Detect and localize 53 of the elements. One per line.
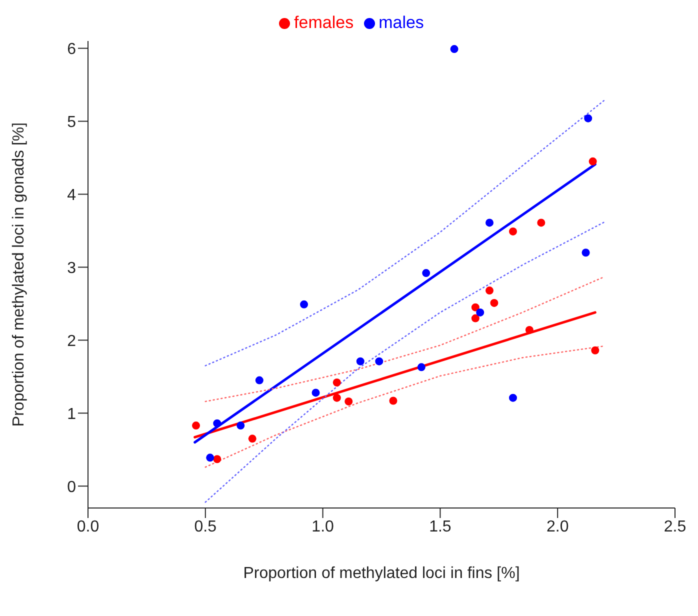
point: [582, 248, 590, 257]
line-series: [204, 345, 606, 468]
point: [312, 388, 320, 397]
point: [417, 363, 426, 372]
point: [588, 157, 597, 166]
point: [591, 346, 600, 354]
x-tick-label: 1.5: [429, 518, 452, 536]
y-tick-label: 6: [67, 40, 76, 58]
point: [300, 300, 308, 308]
x-tick-label: 1.0: [312, 518, 334, 536]
point: [490, 298, 498, 307]
point: [332, 394, 341, 402]
line-series: [204, 99, 606, 366]
x-tick-label: 2.0: [546, 518, 569, 536]
x-axis-title: Proportion of methylated loci in fins [%]: [243, 565, 520, 582]
point: [236, 422, 245, 430]
point: [192, 422, 200, 430]
point: [486, 218, 494, 227]
x-tick-label: 0.5: [194, 518, 217, 536]
point: [471, 314, 480, 322]
point: [486, 286, 494, 295]
y-tick-label: 1: [67, 406, 76, 423]
y-tick-label: 4: [67, 186, 76, 204]
point: [213, 455, 222, 464]
y-tick-label: 0: [67, 478, 76, 496]
point: [508, 227, 517, 236]
legend-label: females: [294, 13, 354, 32]
point: [450, 45, 458, 54]
y-axis-title: Proportion of methylated loci in gonads [%]: [10, 122, 28, 427]
point: [537, 218, 546, 227]
point: [375, 357, 384, 366]
point: [476, 308, 484, 316]
line-series: [204, 276, 606, 402]
point: [471, 303, 480, 312]
point: [344, 397, 353, 406]
point: [255, 376, 264, 384]
point: [332, 378, 341, 386]
y-tick-label: 5: [67, 114, 76, 131]
point: [422, 269, 430, 278]
x-tick-label: 0.0: [76, 518, 100, 536]
point: [525, 326, 534, 334]
legend-label: males: [378, 13, 424, 32]
point: [356, 357, 364, 366]
point: [248, 434, 256, 443]
point: [508, 394, 517, 402]
y-tick-label: 3: [67, 260, 76, 277]
y-tick-label: 2: [67, 332, 76, 350]
x-tick-label: 2.5: [664, 518, 686, 536]
point: [389, 396, 398, 405]
line-series: [204, 221, 606, 503]
point: [206, 454, 214, 462]
point: [213, 419, 222, 428]
point: [584, 114, 592, 122]
